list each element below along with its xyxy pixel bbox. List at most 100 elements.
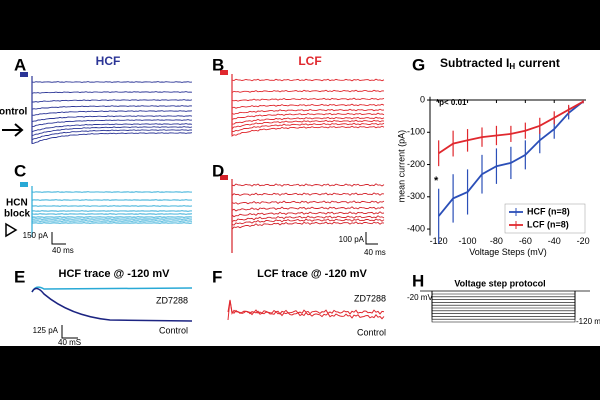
trace bbox=[231, 210, 385, 218]
significance: * bbox=[434, 175, 439, 187]
trace bbox=[31, 89, 193, 95]
scale-bar bbox=[61, 325, 78, 339]
scale-label: 150 pA bbox=[23, 231, 49, 240]
trace bbox=[231, 115, 385, 125]
trace bbox=[31, 208, 192, 212]
legend-box bbox=[504, 203, 586, 234]
trace bbox=[31, 97, 193, 103]
panel-title: HCF trace @ -120 mV bbox=[59, 268, 171, 280]
x-tick-label: -40 bbox=[548, 236, 561, 246]
marker bbox=[20, 72, 28, 77]
trace bbox=[231, 124, 385, 137]
marker bbox=[20, 182, 28, 187]
trace bbox=[231, 77, 385, 82]
trace bbox=[31, 214, 193, 218]
trace bbox=[31, 220, 193, 224]
y-tick-label: 0 bbox=[420, 94, 425, 104]
trace bbox=[31, 113, 193, 123]
trace bbox=[31, 197, 192, 201]
marker bbox=[220, 70, 228, 75]
series-line bbox=[438, 100, 584, 217]
legend-label: LCF (n=8) bbox=[527, 219, 569, 229]
trace bbox=[231, 220, 385, 231]
annotation: *p< 0.01 bbox=[436, 98, 467, 107]
trace bbox=[31, 103, 193, 110]
arrow bbox=[2, 123, 24, 137]
trace bbox=[31, 189, 192, 193]
panel-letter: F bbox=[212, 267, 222, 286]
side-label: HCN bbox=[6, 198, 28, 209]
trace bbox=[31, 108, 193, 116]
x-tick-label: -100 bbox=[459, 236, 477, 246]
trace-label: Control bbox=[357, 327, 386, 337]
panel-title: HCF bbox=[96, 54, 121, 68]
x-tick-label: -80 bbox=[490, 236, 503, 246]
trace-label: Control bbox=[159, 325, 188, 335]
scale-bar bbox=[365, 232, 378, 245]
title-part: current bbox=[515, 56, 560, 70]
y-tick-label: -100 bbox=[407, 127, 425, 137]
x-tick-label: -20 bbox=[577, 236, 590, 246]
traces bbox=[20, 70, 590, 323]
panel-letter: E bbox=[14, 267, 25, 286]
trace bbox=[231, 96, 385, 102]
protocol-label: -20 mV bbox=[407, 293, 433, 302]
panel-letter: A bbox=[14, 55, 26, 74]
side-label: block bbox=[4, 209, 31, 220]
panel-title: LCF bbox=[298, 54, 321, 68]
trace bbox=[231, 214, 385, 223]
trace bbox=[31, 211, 193, 215]
trace bbox=[31, 287, 193, 322]
trace bbox=[231, 107, 385, 115]
panel-letter: D bbox=[212, 161, 224, 180]
panel-letter: B bbox=[212, 55, 224, 74]
title-sub: H bbox=[509, 62, 515, 71]
y-axis-label: mean current (pA) bbox=[396, 130, 406, 203]
panel-title: LCF trace @ -120 mV bbox=[257, 268, 367, 280]
x-axis-label: Voltage Steps (mV) bbox=[469, 247, 547, 257]
trace bbox=[31, 117, 193, 128]
scale-label: 40 ms bbox=[364, 248, 386, 257]
scale-label: 40 ms bbox=[52, 246, 74, 255]
scale-bar bbox=[51, 232, 66, 245]
side-label: ontrol bbox=[0, 107, 28, 118]
figure-background bbox=[0, 50, 600, 346]
legend-label: HCF (n=8) bbox=[527, 206, 570, 216]
trace bbox=[231, 217, 385, 226]
trace bbox=[231, 199, 385, 205]
trace bbox=[31, 121, 193, 133]
y-tick-label: -300 bbox=[407, 191, 425, 201]
protocol-label: -120 mV bbox=[576, 317, 600, 326]
panel-letter: C bbox=[14, 161, 26, 180]
x-tick-label: -60 bbox=[519, 236, 532, 246]
trace bbox=[231, 111, 385, 121]
panel-letter: H bbox=[412, 271, 424, 290]
trace-label: ZD7288 bbox=[354, 293, 386, 303]
scale-label: 125 pA bbox=[33, 326, 59, 335]
title-part: Subtracted I bbox=[440, 56, 509, 70]
trace bbox=[231, 205, 385, 212]
protocol-step bbox=[431, 291, 576, 323]
trace bbox=[31, 79, 193, 83]
trace bbox=[227, 299, 385, 315]
series-line bbox=[438, 100, 584, 154]
arrowhead bbox=[5, 222, 18, 238]
chart-title: Subtracted IH current bbox=[440, 56, 560, 71]
trace bbox=[231, 118, 385, 130]
trace bbox=[231, 121, 385, 132]
scale-label: 100 pA bbox=[339, 235, 365, 244]
trace bbox=[231, 191, 385, 197]
trace bbox=[31, 203, 193, 207]
y-tick-label: -200 bbox=[407, 159, 425, 169]
trace bbox=[31, 124, 193, 137]
trace bbox=[231, 102, 385, 109]
marker bbox=[220, 175, 228, 180]
panel-title: Voltage step protocol bbox=[454, 278, 545, 288]
y-tick-label: -400 bbox=[407, 223, 425, 233]
trace bbox=[231, 182, 385, 187]
trace bbox=[231, 88, 385, 94]
trace-label: ZD7288 bbox=[156, 295, 188, 305]
panel-letter: G bbox=[412, 55, 425, 74]
